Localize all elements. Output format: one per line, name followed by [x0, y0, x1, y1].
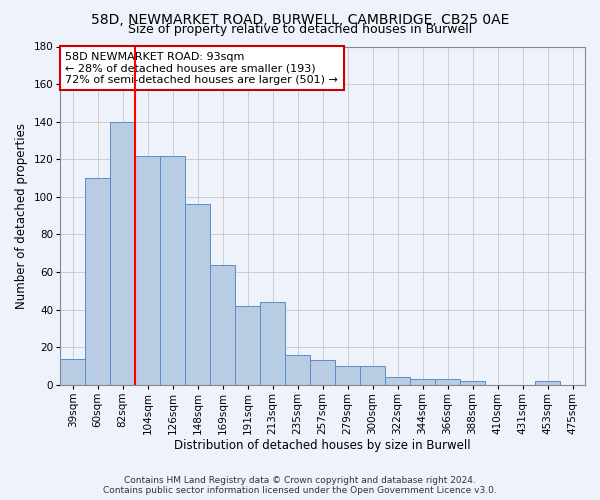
Y-axis label: Number of detached properties: Number of detached properties [15, 122, 28, 308]
Bar [435, 379, 460, 385]
Bar [185, 204, 210, 385]
Bar [285, 355, 310, 385]
Bar [235, 306, 260, 385]
Bar [160, 156, 185, 385]
Text: Contains HM Land Registry data © Crown copyright and database right 2024.
Contai: Contains HM Land Registry data © Crown c… [103, 476, 497, 495]
Bar [85, 178, 110, 385]
Bar [460, 381, 485, 385]
Bar [360, 366, 385, 385]
Bar [335, 366, 360, 385]
Bar [410, 379, 435, 385]
Bar [135, 156, 160, 385]
X-axis label: Distribution of detached houses by size in Burwell: Distribution of detached houses by size … [175, 440, 471, 452]
Bar [60, 358, 85, 385]
Bar [310, 360, 335, 385]
Text: 58D, NEWMARKET ROAD, BURWELL, CAMBRIDGE, CB25 0AE: 58D, NEWMARKET ROAD, BURWELL, CAMBRIDGE,… [91, 12, 509, 26]
Text: 58D NEWMARKET ROAD: 93sqm
← 28% of detached houses are smaller (193)
72% of semi: 58D NEWMARKET ROAD: 93sqm ← 28% of detac… [65, 52, 338, 85]
Text: Size of property relative to detached houses in Burwell: Size of property relative to detached ho… [128, 24, 472, 36]
Bar [110, 122, 135, 385]
Bar [385, 378, 410, 385]
Bar [260, 302, 285, 385]
Bar [210, 264, 235, 385]
Bar [535, 381, 560, 385]
